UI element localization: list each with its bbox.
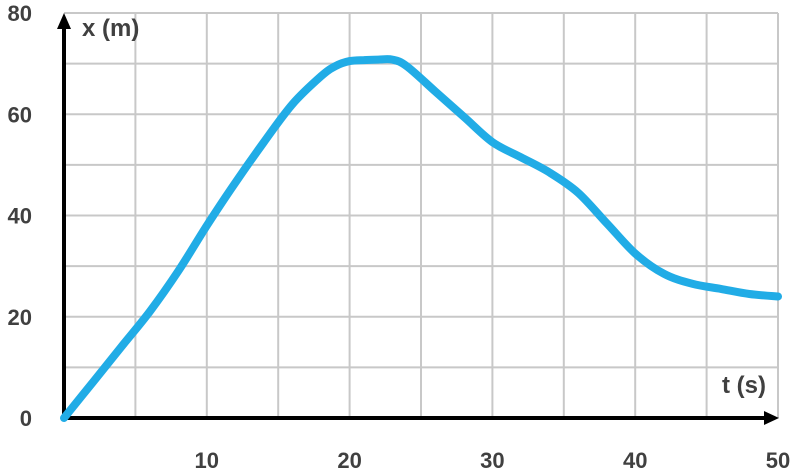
series-layer — [60, 55, 782, 422]
x-axis-label: t (s) — [722, 372, 766, 399]
y-axis-arrow — [57, 13, 71, 29]
y-axis-label: x (m) — [82, 15, 139, 42]
y-tick-label: 80 — [8, 1, 32, 26]
x-tick-label: 10 — [195, 448, 219, 473]
x-tick-label: 20 — [337, 448, 361, 473]
y-tick-label: 20 — [8, 305, 32, 330]
y-tick-label: 40 — [8, 204, 32, 229]
y-tick-label: 0 — [20, 406, 32, 431]
x-tick-label: 40 — [623, 448, 647, 473]
x-axis-arrow — [764, 411, 779, 425]
y-tick-label: 60 — [8, 102, 32, 127]
x-tick-label: 30 — [480, 448, 504, 473]
x-tick-label: 50 — [766, 448, 790, 473]
axes — [57, 13, 779, 425]
grid — [64, 12, 779, 418]
series-line — [60, 55, 782, 422]
tick-labels: 10 20 30 40 50 0 20 40 60 80 — [8, 1, 791, 473]
